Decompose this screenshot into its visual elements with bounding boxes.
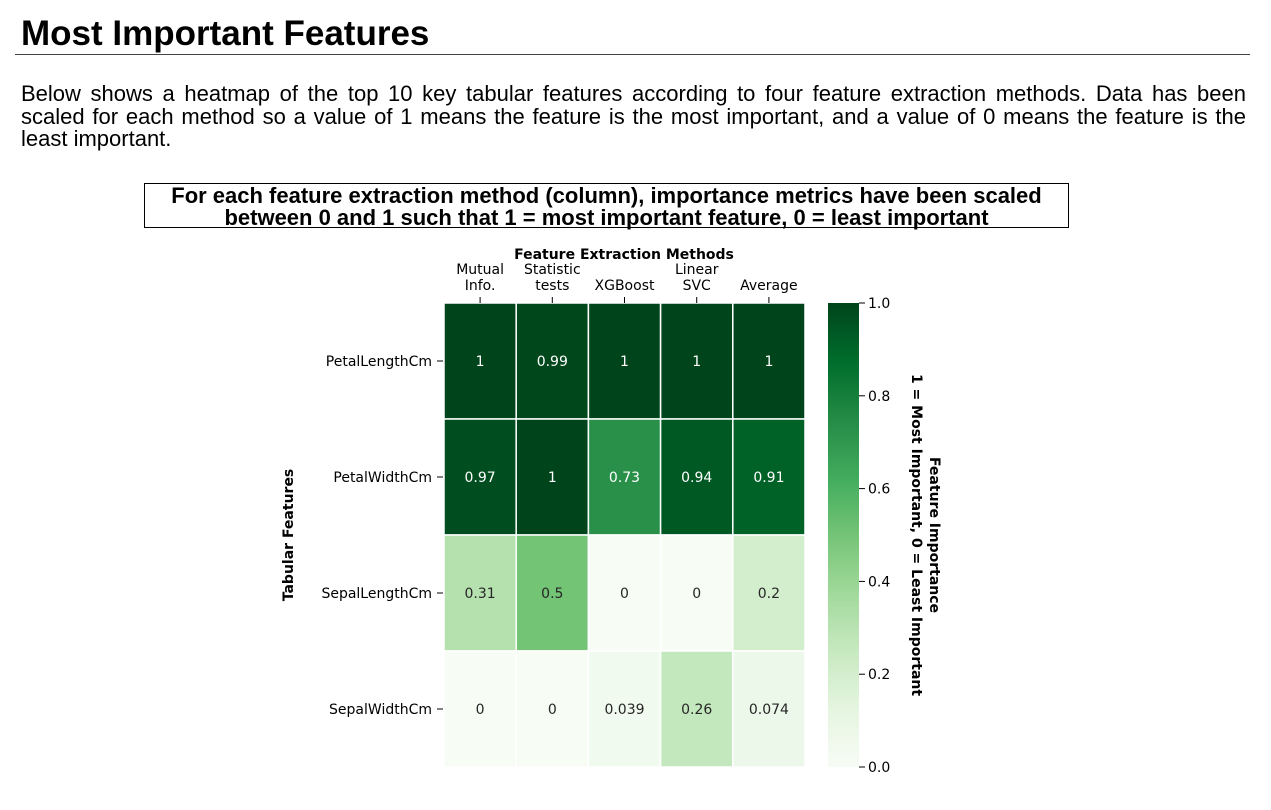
heatmap-cell [587, 534, 662, 652]
column-label: Mutual [456, 262, 504, 278]
cell-value-label: 0.039 [604, 702, 644, 718]
cell-value-label: 1 [692, 354, 701, 370]
heatmap-cell [659, 418, 734, 536]
heatmap-cell [732, 650, 806, 768]
colorbar-tick-label: 1.0 [868, 296, 890, 312]
column-label: Info. [465, 278, 496, 294]
cell-value-label: 0.99 [537, 354, 568, 370]
title-divider [15, 54, 1250, 55]
cell-value-label: 0 [620, 586, 629, 602]
cell-value-label: 0.97 [465, 470, 496, 486]
column-label: Statistic [524, 262, 581, 278]
heatmap-cell [515, 650, 590, 768]
heatmap-cell [587, 650, 662, 768]
cell-value-label: 0 [476, 702, 485, 718]
heatmap-cell [587, 302, 662, 420]
chart-caption: For each feature extraction method (colu… [144, 183, 1069, 230]
intro-paragraph: Below shows a heatmap of the top 10 key … [21, 81, 1246, 151]
heatmap-cell [732, 302, 806, 420]
heatmap-cell [732, 534, 806, 652]
cell-value-label: 0.26 [681, 702, 712, 718]
cell-value-label: 0 [548, 702, 557, 718]
heatmap-cell [659, 650, 734, 768]
colorbar [828, 303, 859, 767]
row-label: PetalLengthCm [326, 354, 432, 370]
cell-value-label: 1 [620, 354, 629, 370]
colorbar-gradient [828, 303, 859, 767]
cell-value-label: 0.31 [465, 586, 496, 602]
colorbar-tick-label: 0.6 [868, 482, 890, 498]
column-axis-title: Feature Extraction Methods [514, 247, 734, 263]
heatmap-cells: 1 0.99 1 1 1 0.97 1 0.73 0.94 0.91 0.31 0.5 0 0 0.2 0 0 0… [443, 302, 806, 768]
column-label: Average [740, 278, 798, 294]
colorbar-tick-label: 0.0 [868, 760, 890, 776]
cell-value-label: 1 [764, 354, 773, 370]
row-label: PetalWidthCm [333, 470, 432, 486]
cell-value-label: 0.91 [753, 470, 784, 486]
heatmap-cell [659, 534, 734, 652]
colorbar-label-line2: 1 = Most Important, 0 = Least Important [908, 374, 924, 696]
colorbar-ticks: 0.0 0.2 0.4 0.6 0.8 1.0 [859, 296, 890, 776]
cell-value-label: 1 [476, 354, 485, 370]
row-label: SepalLengthCm [321, 586, 432, 602]
colorbar-tick-label: 0.2 [868, 667, 890, 683]
column-label: tests [535, 278, 569, 294]
cell-value-label: 0.94 [681, 470, 712, 486]
cell-value-label: 0 [692, 586, 701, 602]
cell-value-label: 0.2 [758, 586, 780, 602]
row-label: SepalWidthCm [329, 702, 432, 718]
cell-value-label: 0.074 [749, 702, 789, 718]
column-label: XGBoost [595, 278, 655, 294]
heatmap-cell [443, 534, 517, 652]
chart-caption-line1: For each feature extraction method (colu… [171, 183, 1042, 208]
heatmap-cell [443, 650, 517, 768]
chart-caption-line2: between 0 and 1 such that 1 = most impor… [224, 205, 989, 230]
row-labels: PetalLengthCm PetalWidthCm SepalLengthCm Se… [321, 354, 443, 718]
cell-value-label: 0.5 [541, 586, 563, 602]
colorbar-tick-label: 0.8 [868, 389, 890, 405]
colorbar-tick-label: 0.4 [868, 574, 890, 590]
colorbar-label: Feature Importance 1 = Most Important, 0… [908, 374, 942, 696]
heatmap-cell [515, 418, 590, 536]
cell-value-label: 0.73 [609, 470, 640, 486]
column-label: SVC [683, 278, 711, 294]
colorbar-label-line1: Feature Importance [926, 457, 942, 613]
row-axis-title: Tabular Features [281, 469, 297, 602]
column-label: Linear [675, 262, 719, 278]
cell-value-label: 1 [548, 470, 557, 486]
page-title: Most Important Features [21, 14, 430, 53]
